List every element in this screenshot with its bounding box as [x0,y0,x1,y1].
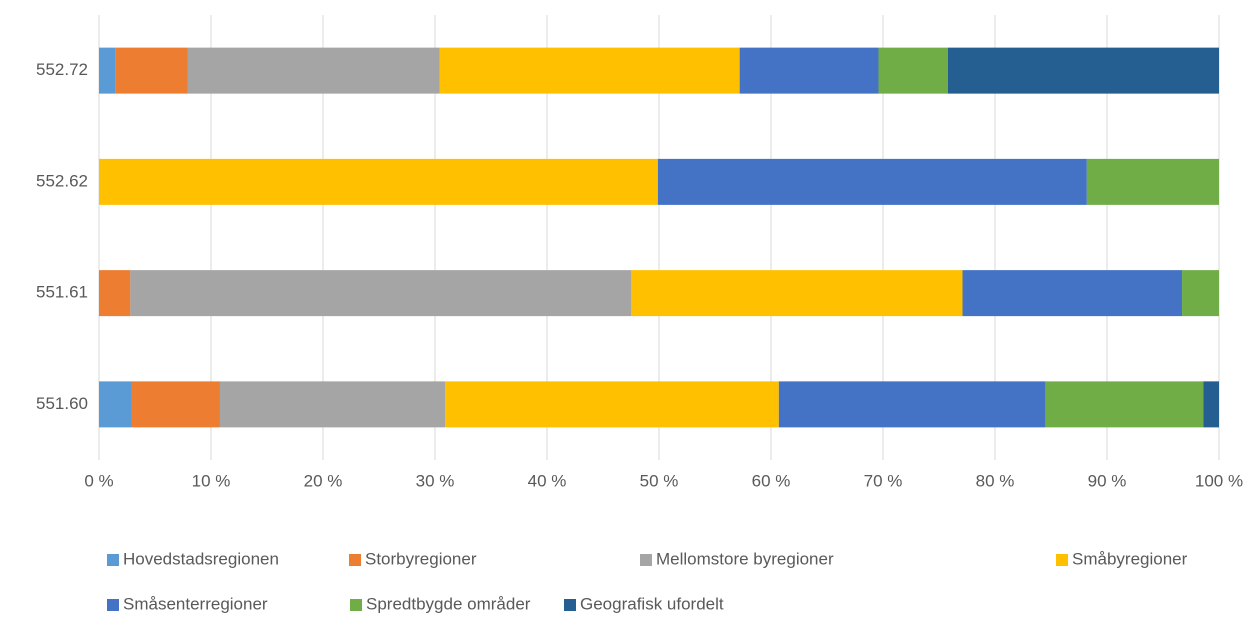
y-tick-label: 551.61 [36,283,88,302]
bar-segment [1086,158,1219,205]
x-tick-label: 70 % [864,471,903,490]
bar-segment [739,47,879,94]
legend-swatch [349,554,361,566]
bar-segment [1182,270,1219,317]
bar-segment [99,381,132,428]
bar-segment [445,381,779,428]
legend-swatch [564,599,576,611]
bar-segment [219,381,446,428]
bar-segment [115,47,188,94]
bar-segment [947,47,1219,94]
legend-label: Spredtbygde områder [366,594,531,613]
bar-segment [778,381,1046,428]
bar-segment [1045,381,1204,428]
x-tick-label: 20 % [304,471,343,490]
x-tick-label: 60 % [752,471,791,490]
legend-label: Småbyregioner [1072,549,1188,568]
bar-segment [131,381,220,428]
x-tick-label: 50 % [640,471,679,490]
x-tick-label: 80 % [976,471,1015,490]
bar-segment [1203,381,1219,428]
legend-label: Geografisk ufordelt [580,594,724,613]
x-tick-label: 10 % [192,471,231,490]
legend-label: Hovedstadsregionen [123,549,279,568]
bar-segment [878,47,948,94]
bar-segment [657,158,1087,205]
bar-segment [99,47,116,94]
legend-swatch [107,599,119,611]
legend-swatch [107,554,119,566]
legend-swatch [1056,554,1068,566]
legend-swatch [640,554,652,566]
x-tick-label: 90 % [1088,471,1127,490]
legend-label: Småsenterregioner [123,594,268,613]
x-tick-label: 0 % [84,471,113,490]
legend-label: Storbyregioner [365,549,477,568]
x-tick-label: 30 % [416,471,455,490]
bar-segment [631,270,963,317]
x-tick-label: 40 % [528,471,567,490]
bar-segment [99,158,658,205]
bar-segment [130,270,632,317]
legend-label: Mellomstore byregioner [656,549,834,568]
bar-segment [99,270,131,317]
bar-segment [962,270,1183,317]
x-tick-label: 100 % [1195,471,1243,490]
legend-swatch [350,599,362,611]
y-tick-label: 552.72 [36,60,88,79]
bar-segment [187,47,440,94]
y-tick-label: 551.60 [36,394,88,413]
y-tick-label: 552.62 [36,171,88,190]
bar-segment [439,47,740,94]
